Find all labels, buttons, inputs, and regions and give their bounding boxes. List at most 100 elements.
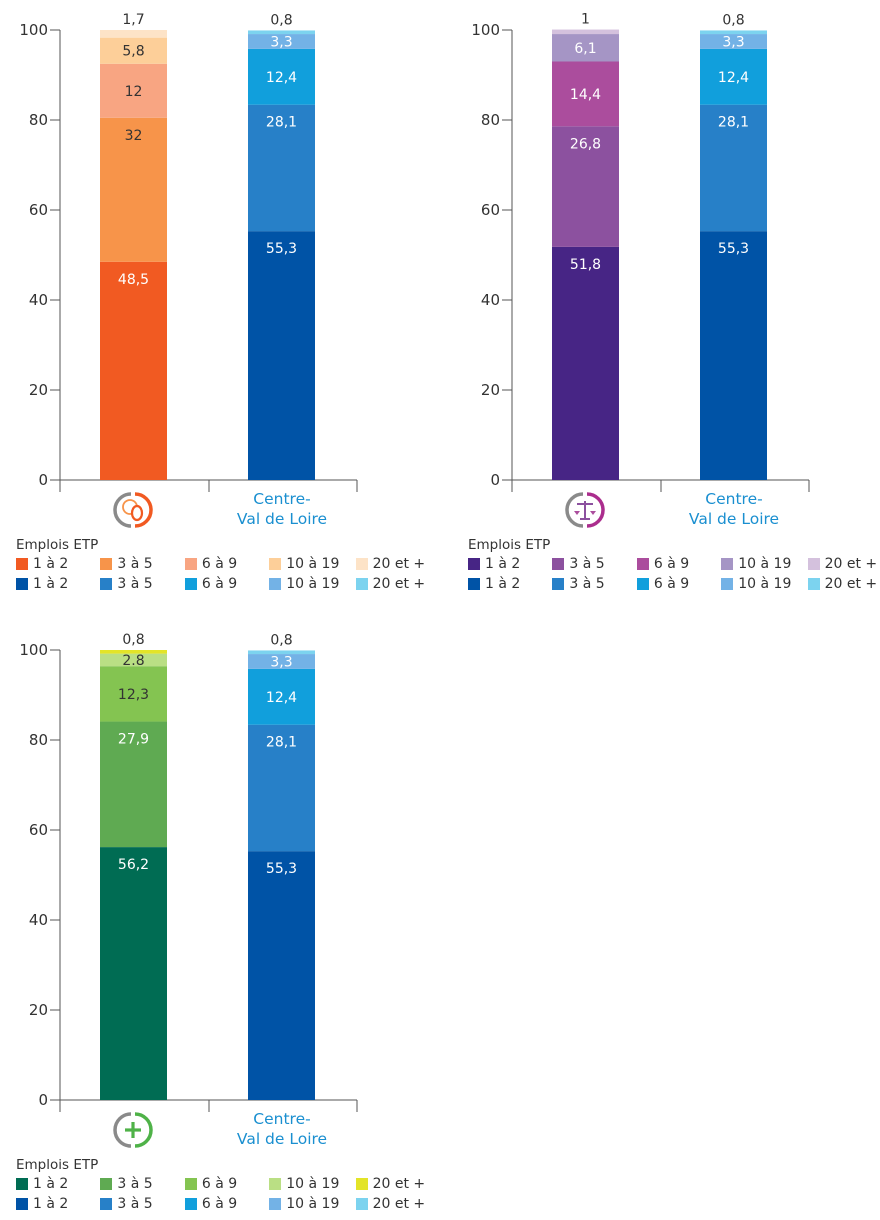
bar-segment	[248, 724, 315, 852]
legend-item: 10 à 19	[721, 554, 807, 574]
legend-swatch	[355, 1178, 368, 1190]
data-label: 32	[125, 128, 143, 144]
legend-label: 3 à 5	[569, 556, 605, 572]
legend-swatch	[468, 578, 480, 590]
y-tick-label: 80	[29, 731, 48, 749]
data-label: 55,3	[718, 241, 749, 257]
data-label: 27,9	[118, 732, 149, 748]
bar-segment	[100, 261, 167, 480]
legend-swatch	[552, 558, 565, 570]
legend-swatch	[552, 578, 565, 590]
legend-label: 20 et +	[824, 556, 878, 572]
bar-segment	[100, 30, 167, 38]
data-label: 3,3	[270, 34, 292, 50]
bar-segment	[248, 654, 315, 669]
data-label: 1	[581, 12, 590, 28]
legend-swatch	[184, 1198, 197, 1210]
bar-segment	[248, 48, 315, 105]
bar-segment	[100, 37, 167, 64]
data-label: 12,4	[718, 70, 749, 86]
health-cross-icon	[113, 1112, 153, 1148]
data-label: 6,1	[574, 41, 596, 57]
legend-swatch	[184, 1178, 197, 1190]
legend-swatch	[355, 1198, 368, 1210]
legend-item: 20 et +	[355, 1194, 440, 1214]
data-label: 14,4	[570, 87, 601, 103]
legend-label: 6 à 9	[201, 1196, 238, 1212]
legend-item: 3 à 5	[100, 574, 184, 594]
data-label: 0,8	[270, 12, 292, 28]
bar-segment	[248, 34, 315, 49]
legend-swatch	[636, 578, 649, 590]
legend-swatch	[16, 578, 28, 590]
legend-swatch	[721, 558, 734, 570]
legend-label: 10 à 19	[738, 576, 792, 592]
bar-segment	[248, 650, 315, 655]
legend-swatch	[636, 558, 649, 570]
legend-label: 1 à 2	[33, 556, 69, 572]
legend-item: 20 et +	[355, 554, 440, 574]
legend-swatch	[16, 558, 28, 570]
bar-segment	[100, 847, 167, 1100]
data-label: 0,8	[722, 12, 744, 28]
data-label: 56,2	[118, 857, 149, 873]
y-tick-label: 100	[471, 21, 500, 39]
legend-swatch	[16, 1198, 28, 1210]
bar-segment	[100, 721, 167, 848]
category-label: Val de Loire	[237, 510, 327, 528]
legend-item: 20 et +	[807, 574, 880, 594]
legend-item: 6 à 9	[184, 574, 269, 594]
legend-label: 10 à 19	[286, 1176, 340, 1192]
bar-segment	[100, 117, 167, 262]
legend-swatch	[355, 578, 368, 590]
chart-panel-finance: 0 20 40 60 80 100 48,5 32 12 5,8 1,7 55,3 28,1 12,4 3,…	[0, 0, 440, 600]
legend-label: 20 et +	[372, 1176, 426, 1192]
y-tick-label: 40	[481, 291, 500, 309]
legend-label: 10 à 19	[286, 556, 340, 572]
bar-segment	[552, 34, 619, 62]
bar-segment	[552, 29, 619, 35]
y-tick-label: 80	[29, 111, 48, 129]
coins-icon	[113, 492, 153, 528]
legend-swatch	[468, 558, 480, 570]
legend-swatch	[355, 558, 368, 570]
legend-title: Emplois ETP	[16, 1157, 99, 1173]
bar-segment	[700, 48, 767, 105]
legend-item: 6 à 9	[184, 1194, 269, 1214]
legend-label: 6 à 9	[201, 1176, 238, 1192]
bar-segment	[248, 104, 315, 232]
legend-label: 20 et +	[372, 556, 426, 572]
legend-label: 10 à 19	[738, 556, 792, 572]
legend-row: 1 à 2 3 à 5 6 à 9 10 à 19 20 et +	[468, 554, 880, 574]
legend-item: 3 à 5	[552, 574, 636, 594]
y-tick-label: 20	[29, 381, 48, 399]
bar-segment	[700, 34, 767, 49]
y-tick-label: 40	[29, 291, 48, 309]
legend-swatch	[100, 1198, 113, 1210]
legend-item: 6 à 9	[184, 1174, 269, 1194]
legend-swatch	[721, 578, 734, 590]
legend-label: 3 à 5	[117, 576, 153, 592]
data-label: 55,3	[266, 241, 297, 257]
bar-segment	[100, 650, 167, 654]
legend-swatch	[100, 1178, 113, 1190]
legend-label: 6 à 9	[653, 556, 690, 572]
legend-item: 1 à 2	[16, 574, 100, 594]
legend-item: 20 et +	[807, 554, 880, 574]
legend-item: 20 et +	[355, 1174, 440, 1194]
bar-segment	[100, 63, 167, 118]
scales-icon	[565, 492, 605, 528]
legend-swatch	[100, 578, 113, 590]
legend-item: 6 à 9	[184, 554, 269, 574]
data-label: 5,8	[122, 44, 144, 60]
legend-row: 1 à 2 3 à 5 6 à 9 10 à 19 20 et +	[16, 1174, 440, 1194]
chart-panel-health: 0 20 40 60 80 100 56,2 27,9 12,3 2.8 0,8 55,3 28,1 12…	[0, 620, 440, 1220]
legend-label: 1 à 2	[33, 1196, 69, 1212]
category-label: Centre-	[253, 490, 310, 508]
legend-swatch	[269, 1178, 282, 1190]
legend-label: 3 à 5	[117, 556, 153, 572]
data-label: 28,1	[266, 735, 297, 751]
y-tick-label: 40	[29, 911, 48, 929]
legend-item: 10 à 19	[269, 554, 355, 574]
category-label: Val de Loire	[689, 510, 779, 528]
